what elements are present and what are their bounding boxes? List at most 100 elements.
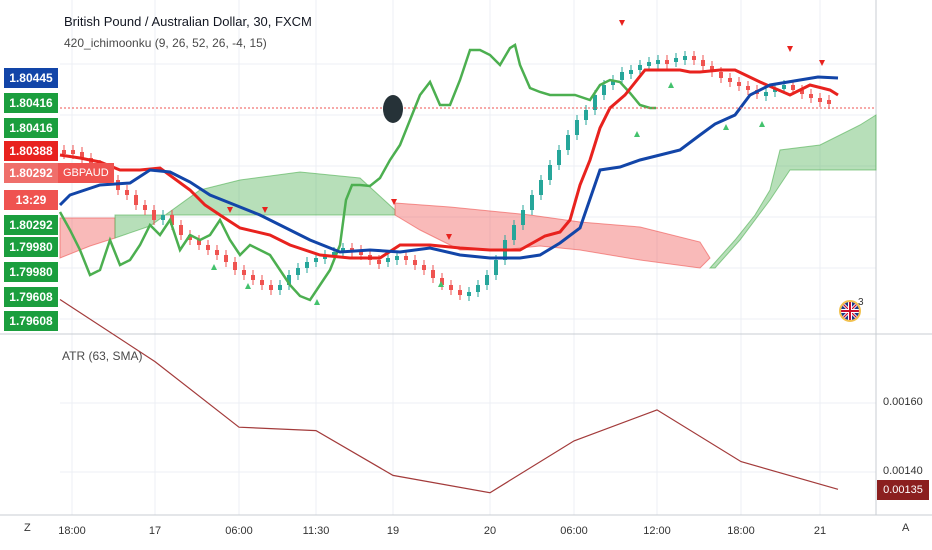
candle: [197, 240, 201, 245]
candle: [71, 150, 75, 154]
candle: [584, 110, 588, 120]
x-tick-1: 17: [148, 525, 162, 537]
kumo-green-mid: [114, 171, 396, 239]
x-tick-2: 06:00: [225, 525, 253, 537]
chart-title: British Pound / Australian Dollar, 30, F…: [64, 14, 312, 29]
candle: [314, 258, 318, 262]
candle: [710, 66, 714, 72]
candle: [800, 90, 804, 94]
candle: [395, 256, 399, 260]
candle: [665, 60, 669, 64]
x-tick-6: 06:00: [560, 525, 588, 537]
candle: [620, 72, 624, 80]
candle: [602, 85, 606, 95]
kumo-red-left: [59, 217, 116, 259]
candle: [188, 235, 192, 240]
price-badge-6: 1.79608: [4, 287, 58, 307]
candle: [629, 70, 633, 74]
candle: [458, 290, 462, 295]
price-badge-1: 1.80416: [4, 93, 58, 113]
candle: [134, 195, 138, 205]
candle: [719, 72, 723, 78]
x-tick-8: 18:00: [727, 525, 755, 537]
candle: [260, 280, 264, 285]
candle: [305, 262, 309, 268]
x-tick-3: 11:30: [302, 525, 330, 537]
candle: [566, 135, 570, 150]
candle: [242, 270, 246, 275]
candle: [737, 82, 741, 86]
buy-signals: [211, 82, 765, 305]
atr-line: [59, 298, 839, 494]
candle: [512, 225, 516, 240]
atr-tick-1: 0.00140: [883, 465, 923, 477]
candle: [278, 285, 282, 290]
candle: [521, 210, 525, 225]
events-count: 3: [858, 297, 864, 308]
symbol-badge: GBPAUD: [58, 163, 114, 183]
candle: [332, 252, 336, 256]
candle: [611, 80, 615, 85]
candle: [485, 275, 489, 285]
price-badge-7: 1.79608: [4, 311, 58, 331]
candle: [548, 165, 552, 180]
x-tick-7: 12:00: [643, 525, 671, 537]
candle: [251, 275, 255, 280]
candle: [152, 210, 156, 220]
candle: [827, 100, 831, 104]
candle: [764, 92, 768, 96]
candle: [593, 95, 597, 110]
candle: [467, 292, 471, 296]
auto-scale-button[interactable]: A: [902, 522, 910, 534]
atr-tick-0: 0.00160: [883, 396, 923, 408]
candle: [674, 58, 678, 62]
indicator-legend[interactable]: 420_ichimoonku (9, 26, 52, 26, -4, 15): [64, 36, 267, 50]
atr-current-badge: 0.00135: [877, 480, 929, 500]
uk-flag-icon[interactable]: [839, 300, 861, 322]
candle: [557, 150, 561, 165]
atr-legend[interactable]: ATR (63, SMA): [62, 349, 143, 363]
x-tick-4: 19: [386, 525, 400, 537]
price-badge-4: 1.79980: [4, 237, 58, 257]
candle: [224, 255, 228, 262]
candle: [683, 56, 687, 60]
candle: [215, 250, 219, 255]
candle: [143, 205, 147, 210]
candle: [359, 250, 363, 255]
candle: [449, 285, 453, 290]
candle: [728, 78, 732, 82]
price-badge-5: 1.79980: [4, 262, 58, 282]
candle: [791, 85, 795, 90]
candle: [575, 120, 579, 135]
candle: [287, 275, 291, 285]
candle: [170, 215, 174, 225]
candle: [404, 256, 408, 260]
candle: [692, 56, 696, 60]
candle: [161, 215, 165, 220]
candle: [296, 268, 300, 275]
candle: [206, 245, 210, 250]
candle: [440, 278, 444, 285]
price-badge-current: 1.80292: [4, 163, 58, 183]
candle: [647, 62, 651, 66]
candle: [386, 258, 390, 262]
candle: [431, 270, 435, 278]
candle: [422, 265, 426, 270]
candle: [476, 285, 480, 292]
sell-signals: [227, 20, 825, 240]
candle: [413, 260, 417, 265]
price-badge-3: 1.80292: [4, 215, 58, 235]
candle: [269, 285, 273, 290]
candle: [233, 262, 237, 270]
tenkan-line: [58, 75, 839, 260]
x-tick-0: 18:00: [58, 525, 86, 537]
price-badge-kijun: 1.80388: [4, 141, 58, 161]
price-badge-tenkan: 1.80445: [4, 68, 58, 88]
zoom-button[interactable]: Z: [24, 522, 31, 534]
kijun-line: [59, 68, 839, 260]
candle: [818, 98, 822, 102]
candle: [179, 225, 183, 235]
moon-marker: [383, 95, 403, 123]
candle: [656, 60, 660, 64]
